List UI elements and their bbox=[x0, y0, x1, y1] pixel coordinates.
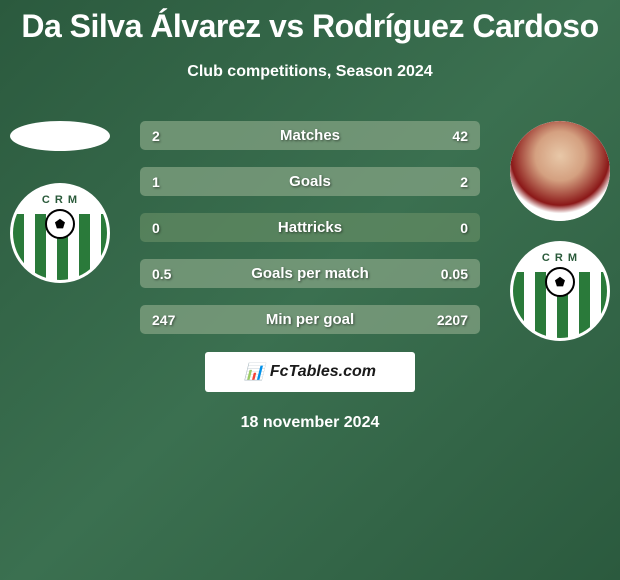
branding-badge: 📊 FcTables.com bbox=[205, 352, 415, 392]
stat-value-left: 1 bbox=[152, 174, 160, 190]
stat-label: Goals per match bbox=[251, 265, 369, 282]
stat-value-left: 2 bbox=[152, 128, 160, 144]
stat-label: Hattricks bbox=[278, 219, 342, 236]
player-avatar-right bbox=[510, 121, 610, 221]
stat-value-left: 0 bbox=[152, 220, 160, 236]
stat-label: Goals bbox=[289, 173, 331, 190]
stat-row: 1 Goals 2 bbox=[140, 167, 480, 196]
stat-label: Matches bbox=[280, 127, 340, 144]
chart-icon: 📊 bbox=[244, 362, 264, 382]
stat-label: Min per goal bbox=[266, 311, 354, 328]
player-avatar-placeholder-left bbox=[10, 121, 110, 151]
stat-value-left: 0.5 bbox=[152, 266, 171, 282]
stat-value-left: 247 bbox=[152, 312, 175, 328]
stat-value-right: 2 bbox=[460, 174, 468, 190]
stat-value-right: 42 bbox=[452, 128, 468, 144]
page-title: Da Silva Álvarez vs Rodríguez Cardoso bbox=[0, 0, 620, 45]
branding-text: FcTables.com bbox=[270, 363, 376, 381]
stat-row: 247 Min per goal 2207 bbox=[140, 305, 480, 334]
stat-row: 2 Matches 42 bbox=[140, 121, 480, 150]
date-label: 18 november 2024 bbox=[0, 414, 620, 432]
stat-value-right: 0.05 bbox=[441, 266, 468, 282]
stats-container: 2 Matches 42 1 Goals 2 0 Hattricks 0 0.5 Goals per… bbox=[140, 121, 480, 334]
soccer-ball-icon bbox=[45, 209, 75, 239]
stat-value-right: 2207 bbox=[437, 312, 468, 328]
subtitle: Club competitions, Season 2024 bbox=[0, 63, 620, 81]
club-logo-left: C R M bbox=[10, 183, 110, 283]
right-player-column: C R M bbox=[510, 121, 610, 341]
left-player-column: C R M bbox=[10, 121, 110, 283]
soccer-ball-icon bbox=[545, 267, 575, 297]
stat-bar-right bbox=[252, 167, 480, 196]
stat-row: 0 Hattricks 0 bbox=[140, 213, 480, 242]
club-logo-right: C R M bbox=[510, 241, 610, 341]
comparison-content: C R M C R M 2Matches421Goals20Hattricks0… bbox=[0, 121, 620, 432]
stat-row: 0.5 Goals per match 0.05 bbox=[140, 259, 480, 288]
stat-value-right: 0 bbox=[460, 220, 468, 236]
